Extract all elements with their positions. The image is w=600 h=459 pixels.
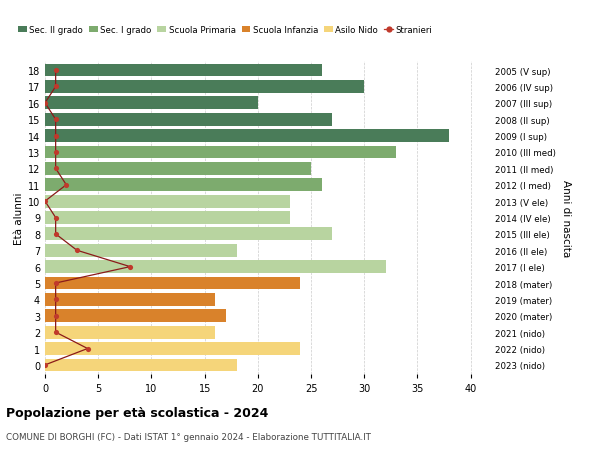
Point [51, 149, 61, 157]
Point [51, 133, 61, 140]
Text: COMUNE DI BORGHI (FC) - Dati ISTAT 1° gennaio 2024 - Elaborazione TUTTITALIA.IT: COMUNE DI BORGHI (FC) - Dati ISTAT 1° ge… [6, 432, 371, 442]
Point [40, 198, 50, 205]
Point [51, 296, 61, 303]
Point [51, 214, 61, 222]
Point [51, 231, 61, 238]
Bar [45, 326, 215, 339]
Bar [45, 130, 449, 143]
Point [61, 182, 71, 189]
Point [40, 361, 50, 369]
Bar [45, 277, 301, 290]
Bar [45, 212, 290, 224]
Bar [45, 342, 301, 355]
Y-axis label: Età alunni: Età alunni [14, 192, 23, 244]
Point [51, 313, 61, 320]
Point [51, 67, 61, 75]
Bar [45, 261, 386, 274]
Bar [45, 162, 311, 175]
Bar [45, 244, 236, 257]
Bar [45, 196, 290, 208]
Bar [45, 228, 332, 241]
Bar [45, 293, 215, 306]
Point [51, 280, 61, 287]
Bar [45, 146, 396, 159]
Point [125, 263, 135, 271]
Point [51, 165, 61, 173]
Bar [45, 97, 258, 110]
Bar [45, 114, 332, 126]
Point [40, 100, 50, 107]
Text: Popolazione per età scolastica - 2024: Popolazione per età scolastica - 2024 [6, 406, 268, 419]
Point [51, 84, 61, 91]
Point [83, 345, 92, 353]
Point [51, 329, 61, 336]
Bar [45, 359, 236, 371]
Point [72, 247, 82, 254]
Bar [45, 65, 322, 77]
Bar [45, 179, 322, 192]
Legend: Sec. II grado, Sec. I grado, Scuola Primaria, Scuola Infanzia, Asilo Nido, Stran: Sec. II grado, Sec. I grado, Scuola Prim… [18, 26, 432, 35]
Bar [45, 310, 226, 322]
Point [51, 116, 61, 123]
Y-axis label: Anni di nascita: Anni di nascita [561, 179, 571, 257]
Bar [45, 81, 364, 94]
